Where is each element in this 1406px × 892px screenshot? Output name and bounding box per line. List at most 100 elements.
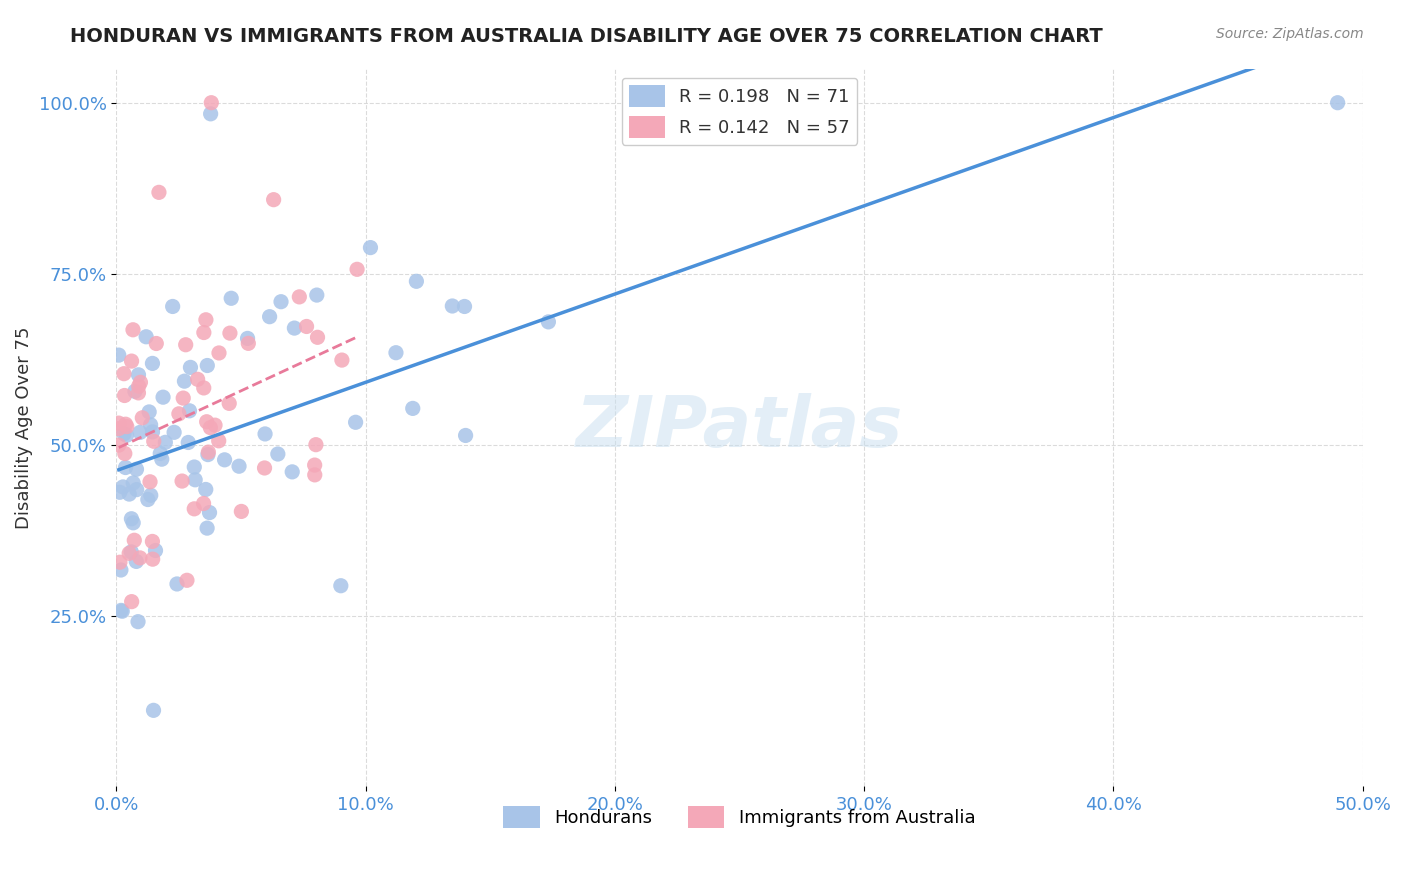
Point: [385, 345, 408, 359]
Point: [305, 438, 328, 452]
Point: [304, 467, 326, 482]
Point: [238, 336, 260, 351]
Point: [115, 419, 138, 434]
Point: [208, 434, 231, 448]
Y-axis label: Disability Age Over 75: Disability Age Over 75: [15, 326, 32, 529]
Point: [142, 703, 165, 717]
Point: [150, 452, 173, 467]
Point: [142, 434, 165, 449]
Point: [155, 435, 177, 450]
Point: [204, 418, 226, 433]
Point: [263, 193, 285, 207]
Point: [236, 331, 259, 345]
Point: [179, 360, 201, 375]
Point: [141, 534, 163, 549]
Point: [166, 577, 188, 591]
Point: [231, 504, 253, 518]
Point: [195, 521, 218, 535]
Point: [129, 550, 152, 565]
Point: [167, 407, 190, 421]
Point: [107, 421, 129, 435]
Point: [288, 290, 311, 304]
Point: [176, 574, 198, 588]
Point: [162, 300, 184, 314]
Point: [214, 452, 236, 467]
Point: [108, 485, 131, 500]
Point: [537, 315, 560, 329]
Point: [114, 446, 136, 460]
Point: [179, 404, 201, 418]
Point: [183, 460, 205, 475]
Point: [344, 415, 367, 429]
Point: [305, 288, 328, 302]
Point: [120, 545, 142, 559]
Point: [125, 483, 148, 497]
Point: [138, 405, 160, 419]
Point: [295, 319, 318, 334]
Point: [118, 546, 141, 560]
Point: [124, 533, 146, 548]
Point: [208, 346, 231, 360]
Point: [281, 465, 304, 479]
Point: [110, 563, 132, 577]
Point: [267, 447, 290, 461]
Point: [139, 488, 162, 502]
Point: [118, 487, 141, 501]
Point: [283, 321, 305, 335]
Point: [195, 359, 218, 373]
Point: [195, 415, 218, 429]
Point: [219, 326, 242, 340]
Point: [114, 388, 136, 402]
Point: [131, 410, 153, 425]
Point: [111, 604, 134, 618]
Point: [193, 381, 215, 395]
Point: [1326, 95, 1348, 110]
Point: [107, 416, 129, 430]
Point: [405, 274, 427, 288]
Point: [194, 313, 217, 327]
Point: [115, 428, 138, 442]
Point: [183, 501, 205, 516]
Point: [107, 438, 129, 452]
Point: [259, 310, 281, 324]
Point: [200, 420, 222, 434]
Point: [197, 445, 219, 459]
Point: [304, 458, 326, 472]
Point: [127, 615, 149, 629]
Point: [453, 300, 475, 314]
Point: [124, 384, 146, 399]
Point: [194, 483, 217, 497]
Point: [121, 594, 143, 608]
Point: [402, 401, 425, 416]
Point: [129, 425, 152, 440]
Legend: Hondurans, Immigrants from Australia: Hondurans, Immigrants from Australia: [496, 798, 983, 835]
Point: [253, 461, 276, 475]
Point: [112, 367, 135, 381]
Point: [129, 376, 152, 390]
Point: [148, 186, 170, 200]
Point: [172, 474, 194, 488]
Point: [107, 348, 129, 362]
Point: [270, 294, 292, 309]
Point: [122, 323, 145, 337]
Point: [254, 426, 277, 441]
Point: [122, 516, 145, 530]
Text: ZIPatlas: ZIPatlas: [575, 393, 903, 462]
Point: [219, 291, 242, 305]
Point: [121, 354, 143, 368]
Point: [197, 448, 219, 462]
Point: [177, 435, 200, 450]
Point: [114, 417, 136, 432]
Point: [136, 492, 159, 507]
Point: [127, 385, 149, 400]
Point: [198, 506, 221, 520]
Point: [135, 330, 157, 344]
Point: [125, 554, 148, 568]
Point: [141, 356, 163, 370]
Point: [330, 353, 353, 368]
Point: [329, 579, 352, 593]
Point: [122, 475, 145, 490]
Point: [454, 428, 477, 442]
Point: [139, 475, 162, 489]
Point: [145, 336, 167, 351]
